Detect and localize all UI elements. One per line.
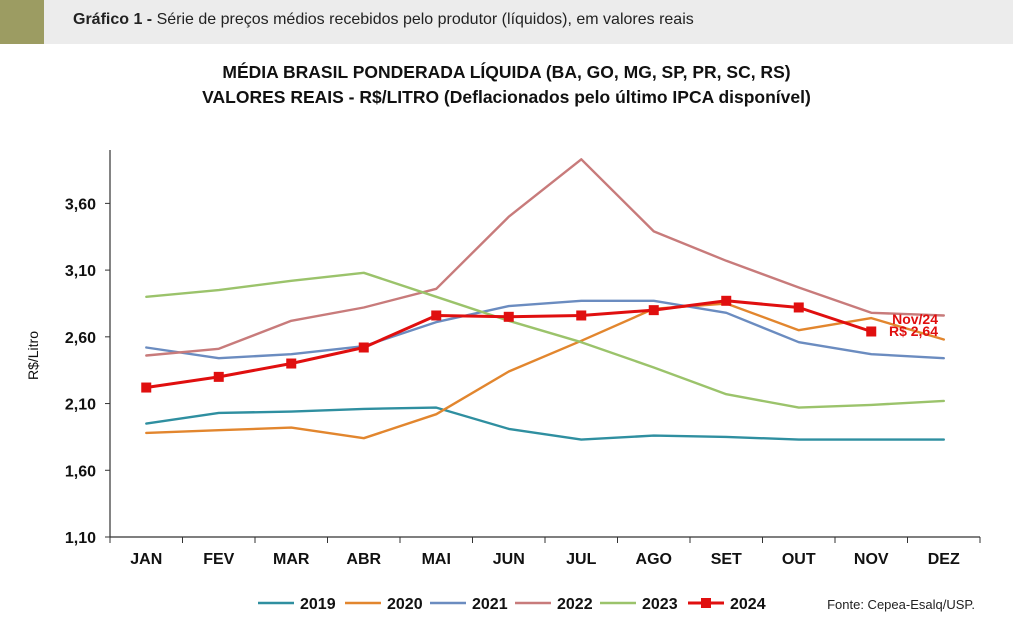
legend-label-2023: 2023 bbox=[642, 596, 678, 613]
header-bar bbox=[0, 0, 1013, 44]
series-line-2023 bbox=[145, 271, 945, 409]
header-accent bbox=[0, 0, 44, 44]
x-tick-label: SET bbox=[711, 551, 742, 568]
y-tick-label: 2,60 bbox=[65, 330, 96, 347]
data-point-2024 bbox=[503, 311, 514, 322]
series-line-2019 bbox=[145, 406, 945, 441]
x-tick-label: FEV bbox=[203, 551, 234, 568]
y-tick-label: 2,10 bbox=[65, 397, 96, 414]
series-line-2021 bbox=[145, 299, 945, 360]
x-tick-label: MAR bbox=[273, 551, 310, 568]
data-point-2024 bbox=[721, 295, 732, 306]
data-point-2024 bbox=[648, 305, 659, 316]
x-tick-label: NOV bbox=[854, 551, 889, 568]
figure-caption: Gráfico 1 - Série de preços médios receb… bbox=[73, 11, 694, 29]
x-tick-label: OUT bbox=[782, 551, 816, 568]
annotation-value: R$ 2,64 bbox=[889, 323, 938, 339]
legend-label-2019: 2019 bbox=[300, 596, 336, 613]
chart-subtitle: VALORES REAIS - R$/LITRO (Deflacionados … bbox=[202, 87, 811, 107]
y-tick-label: 1,10 bbox=[65, 530, 96, 547]
legend-label-2022: 2022 bbox=[557, 596, 593, 613]
x-tick-label: DEZ bbox=[928, 551, 960, 568]
data-point-2024 bbox=[866, 326, 877, 337]
data-point-2024 bbox=[141, 382, 152, 393]
data-point-2024 bbox=[793, 302, 804, 313]
series-line-2020 bbox=[145, 302, 945, 440]
data-point-2024 bbox=[213, 371, 224, 382]
legend-label-2020: 2020 bbox=[387, 596, 423, 613]
source-note: Fonte: Cepea-Esalq/USP. bbox=[827, 597, 975, 612]
annotation-label: Nov/24 bbox=[892, 311, 938, 327]
x-tick-label: ABR bbox=[346, 551, 381, 568]
x-tick-label: MAI bbox=[422, 551, 451, 568]
y-axis-label: R$/Litro bbox=[25, 331, 41, 380]
data-point-2024 bbox=[576, 310, 587, 321]
legend-label-2024: 2024 bbox=[730, 596, 766, 613]
x-tick-label: JUN bbox=[493, 551, 525, 568]
data-point-2024 bbox=[358, 342, 369, 353]
figure-caption-text: Série de preços médios recebidos pelo pr… bbox=[156, 11, 694, 28]
figure-label: Gráfico 1 - bbox=[73, 11, 153, 28]
y-tick-label: 1,60 bbox=[65, 463, 96, 480]
x-tick-label: AGO bbox=[636, 551, 672, 568]
legend-label-2021: 2021 bbox=[472, 596, 508, 613]
y-tick-label: 3,10 bbox=[65, 263, 96, 280]
legend-marker-2024 bbox=[701, 598, 711, 608]
series-line-2022 bbox=[145, 158, 945, 357]
y-tick-label: 3,60 bbox=[65, 196, 96, 213]
data-point-2024 bbox=[286, 358, 297, 369]
x-tick-label: JUL bbox=[566, 551, 596, 568]
data-point-2024 bbox=[431, 310, 442, 321]
chart-title: MÉDIA BRASIL PONDERADA LÍQUIDA (BA, GO, … bbox=[222, 62, 791, 82]
x-tick-label: JAN bbox=[130, 551, 162, 568]
